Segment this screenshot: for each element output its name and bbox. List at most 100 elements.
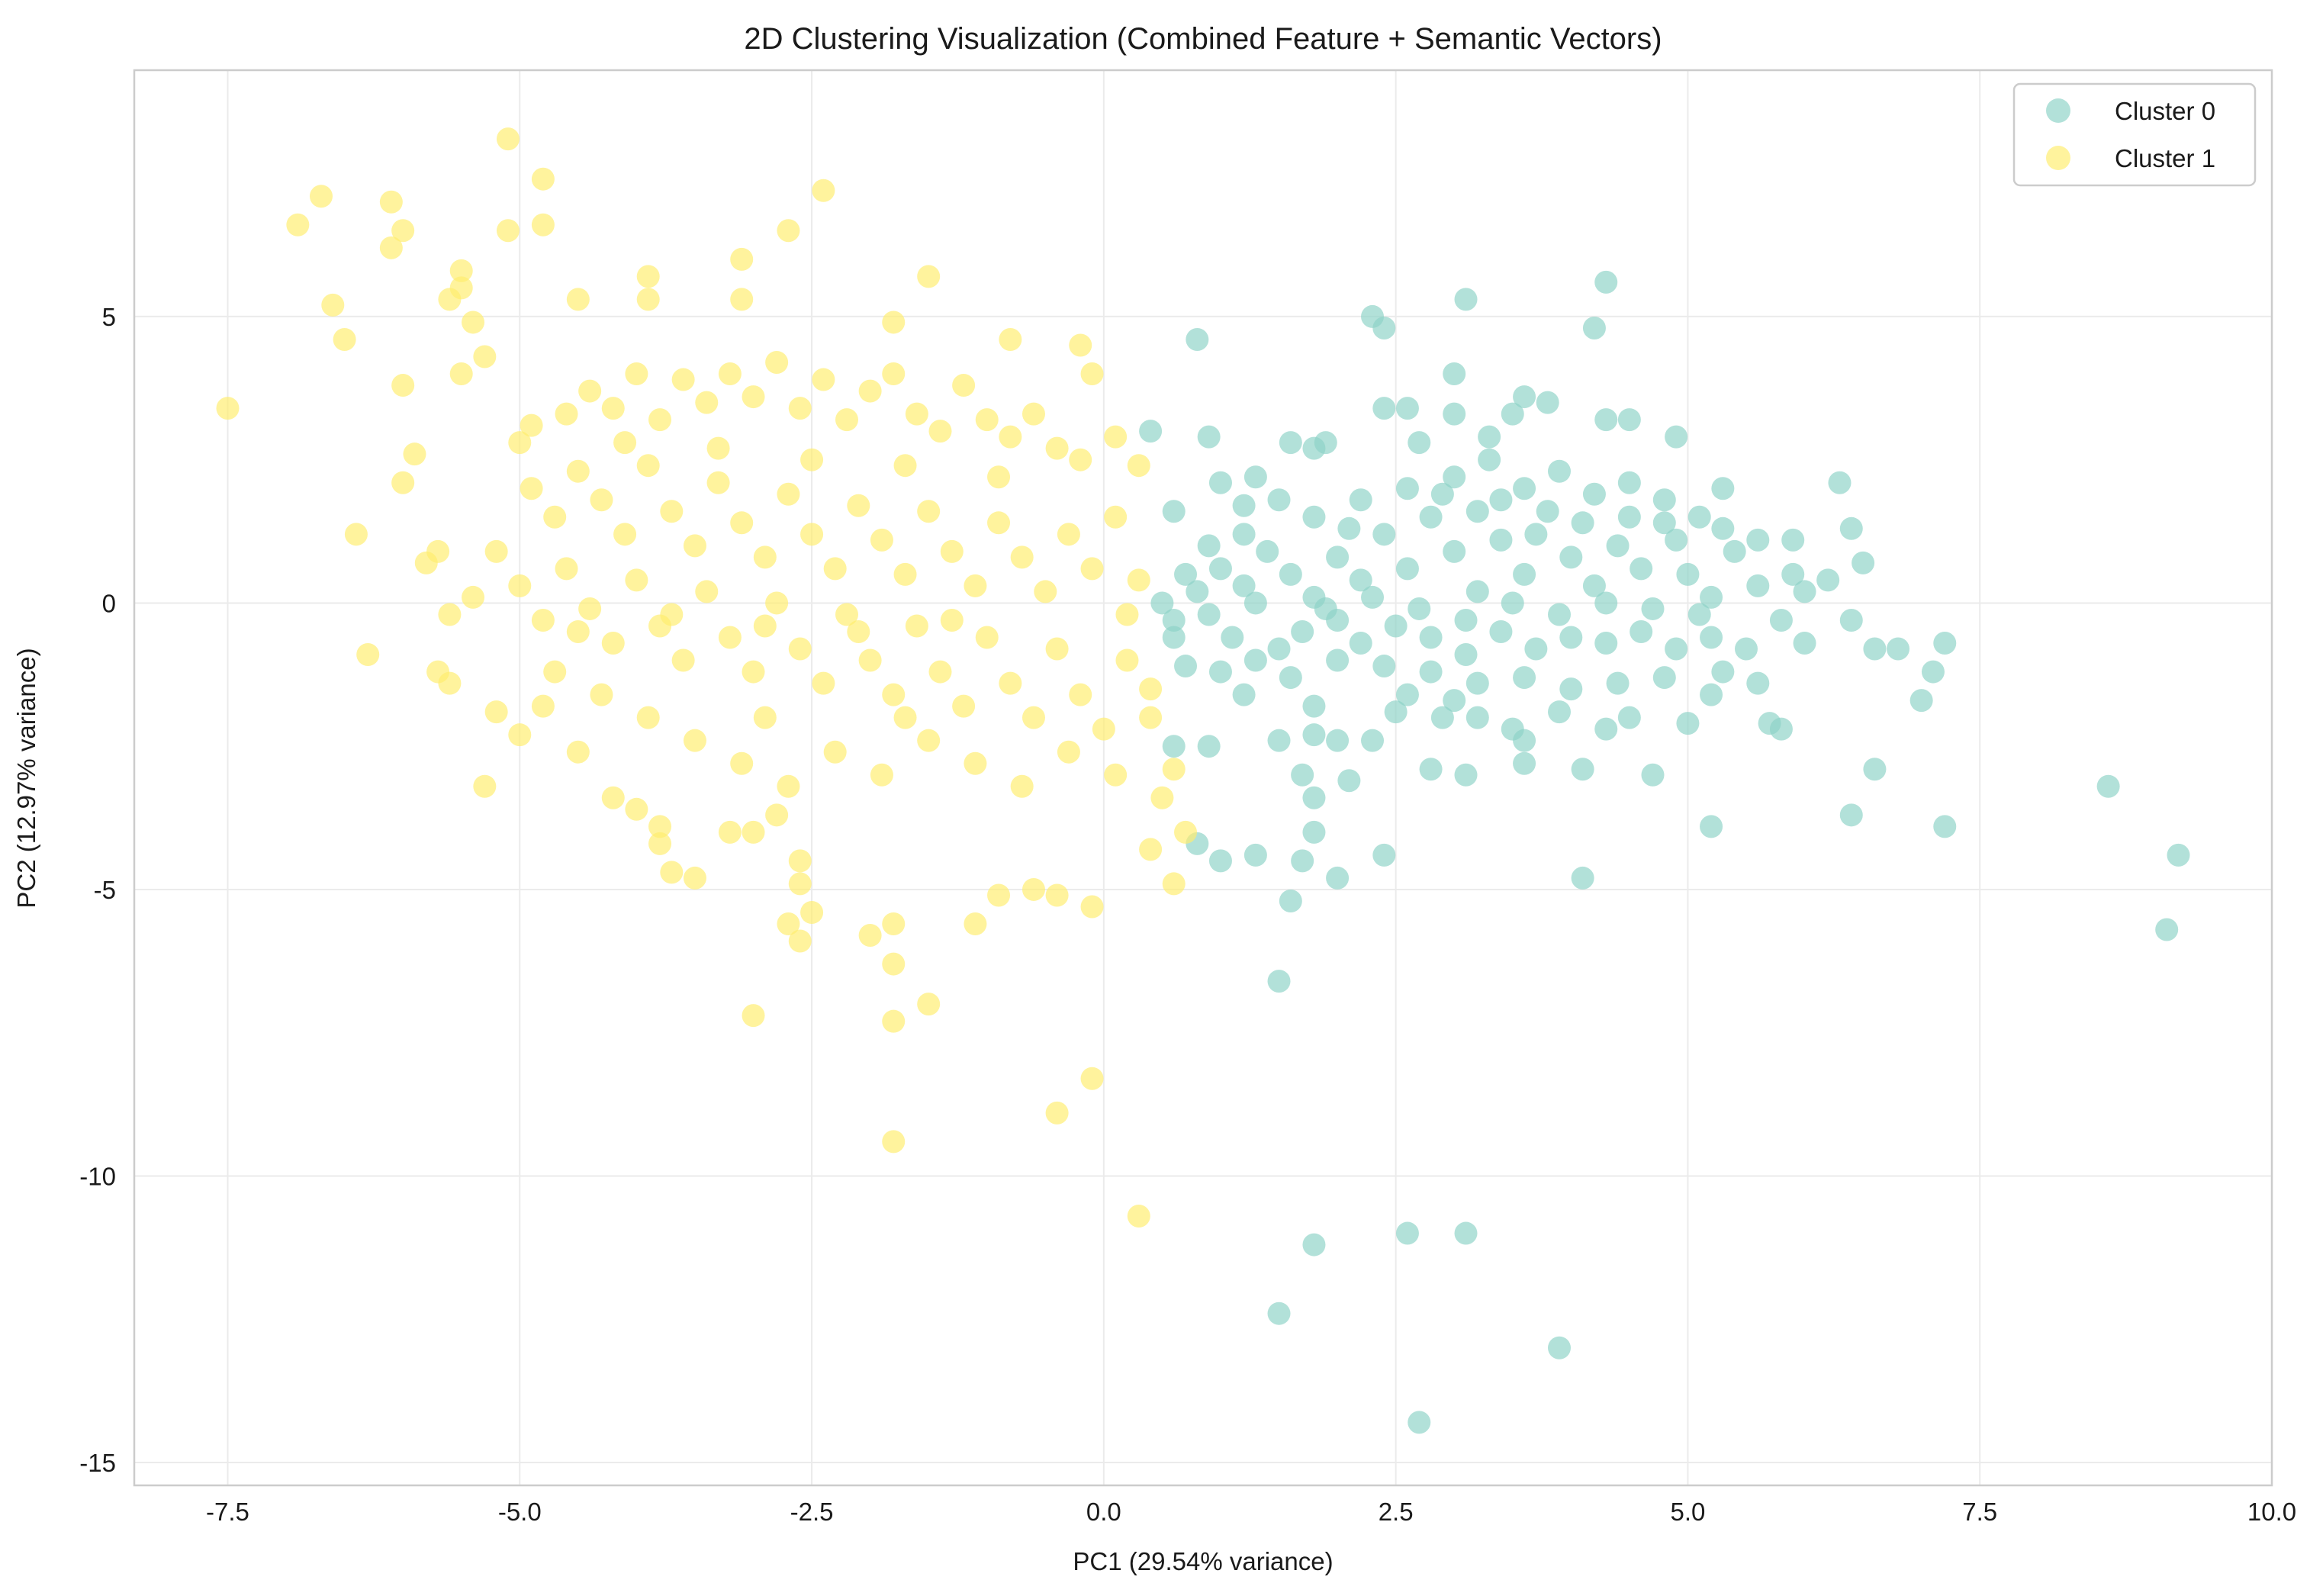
scatter-point (566, 740, 590, 764)
scatter-point (1781, 528, 1805, 552)
series-cluster-1 (216, 127, 1198, 1228)
scatter-point (636, 265, 660, 288)
scatter-point (1687, 603, 1711, 626)
scatter-point (1419, 626, 1443, 649)
scatter-point (870, 763, 893, 787)
scatter-point (1243, 843, 1267, 867)
scatter-point (484, 700, 508, 724)
scatter-point (1174, 820, 1198, 844)
x-tick-label: 5.0 (1670, 1498, 1705, 1526)
scatter-point (765, 803, 789, 827)
scatter-point (753, 614, 777, 638)
scatter-point (1267, 637, 1291, 661)
scatter-point (1395, 683, 1419, 706)
scatter-point (1548, 1336, 1571, 1359)
scatter-point (1174, 655, 1198, 678)
scatter-point (858, 924, 882, 948)
scatter-point (1419, 660, 1443, 684)
scatter-point (893, 562, 917, 586)
scatter-point (800, 523, 824, 546)
scatter-point (1863, 758, 1887, 781)
scatter-point (1734, 637, 1758, 661)
scatter-point (788, 872, 812, 896)
scatter-point (730, 511, 754, 535)
scatter-point (531, 608, 555, 632)
scatter-point (1617, 471, 1641, 494)
x-axis-label: PC1 (29.54% variance) (1073, 1547, 1333, 1575)
scatter-point (1489, 619, 1513, 643)
scatter-point (777, 774, 800, 798)
scatter-point (1150, 786, 1174, 809)
scatter-point (742, 820, 765, 844)
scatter-point (1349, 632, 1372, 655)
scatter-point (1594, 717, 1618, 741)
scatter-point (1443, 362, 1466, 386)
scatter-point (1746, 671, 1770, 695)
scatter-point (1700, 585, 1723, 609)
scatter-point (1162, 626, 1186, 649)
scatter-point (613, 431, 637, 455)
scatter-point (1361, 729, 1385, 752)
scatter-point (765, 591, 789, 615)
scatter-point (1711, 516, 1735, 540)
scatter-point (777, 219, 800, 243)
scatter-point (917, 993, 941, 1016)
scatter-point (379, 190, 403, 214)
scatter-point (893, 706, 917, 729)
scatter-point (1430, 706, 1454, 729)
scatter-point (964, 912, 987, 936)
scatter-point (812, 179, 835, 202)
scatter-point (1443, 689, 1466, 713)
scatter-point (438, 603, 462, 626)
scatter-point (1454, 763, 1478, 787)
scatter-point (1069, 683, 1092, 706)
scatter-point (742, 660, 765, 684)
scatter-point (1548, 603, 1571, 626)
scatter-point (1536, 391, 1559, 414)
scatter-point (1700, 626, 1723, 649)
y-tick-label: 5 (102, 303, 116, 331)
scatter-point (1326, 648, 1350, 672)
scatter-point (718, 820, 742, 844)
x-tick-label: 10.0 (2247, 1498, 2296, 1526)
scatter-point (1465, 500, 1489, 523)
scatter-point (1057, 740, 1080, 764)
scatter-point (917, 265, 941, 288)
scatter-point (1127, 1205, 1150, 1228)
scatter-point (671, 368, 695, 391)
scatter-point (333, 327, 356, 351)
scatter-point (1863, 637, 1887, 661)
scatter-point (777, 482, 800, 506)
scatter-point (964, 574, 987, 597)
scatter-point (882, 952, 906, 976)
series-cluster-0 (1139, 270, 2190, 1434)
scatter-point (1034, 580, 1057, 603)
scatter-point (706, 436, 730, 460)
scatter-point (496, 219, 520, 243)
y-tick-label: 0 (102, 589, 116, 617)
scatter-point (1606, 534, 1630, 558)
scatter-point (893, 454, 917, 478)
scatter-point (847, 494, 870, 517)
scatter-point (508, 723, 532, 747)
scatter-point (2155, 918, 2179, 941)
scatter-point (1746, 528, 1770, 552)
scatter-point (999, 671, 1022, 695)
scatter-point (356, 643, 380, 667)
scatter-point (1069, 333, 1092, 357)
y-tick-label: -5 (94, 876, 116, 904)
scatter-point (1326, 545, 1350, 569)
scatter-point (1010, 545, 1034, 569)
scatter-point (1197, 603, 1221, 626)
scatter-point (1349, 568, 1372, 592)
scatter-point (1700, 815, 1723, 838)
scatter-point (403, 442, 426, 466)
legend-label-cluster-1: Cluster 1 (2115, 144, 2215, 172)
scatter-point (975, 626, 999, 649)
scatter-point (1921, 660, 1945, 684)
plot-frame (133, 69, 2273, 1487)
scatter-point (2096, 774, 2120, 798)
scatter-point (1279, 666, 1302, 690)
scatter-point (987, 511, 1011, 535)
scatter-point (1839, 803, 1863, 827)
